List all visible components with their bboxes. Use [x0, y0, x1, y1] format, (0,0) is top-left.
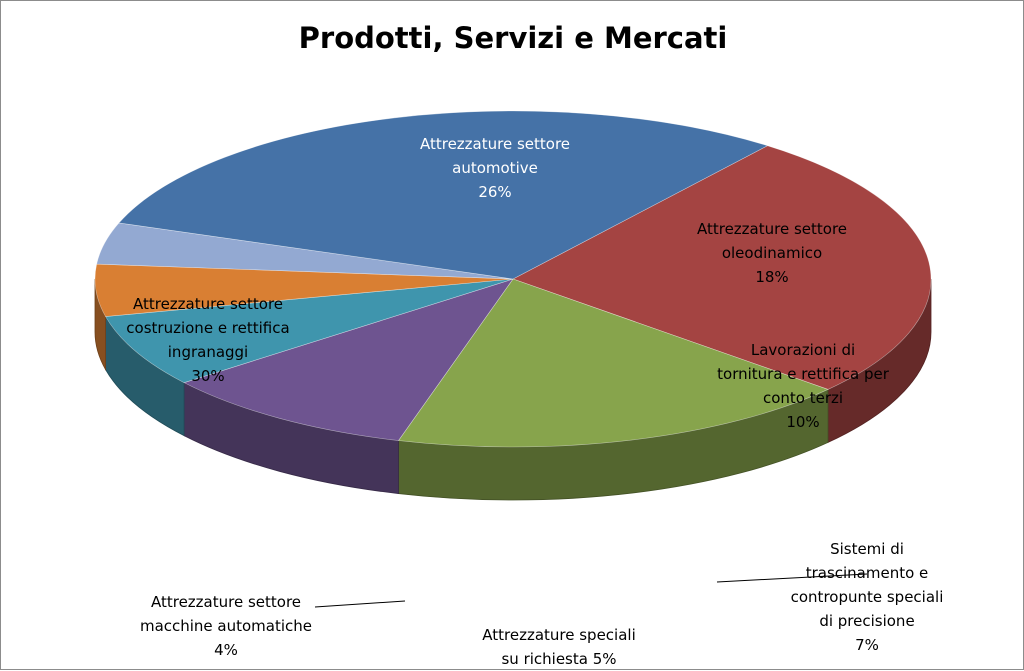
- leader-lines: [314, 573, 868, 608]
- leader-line-5: [314, 600, 406, 608]
- pie-slice-6: [118, 110, 769, 280]
- pie-slice-2: [183, 278, 514, 441]
- slice-label-5: Attrezzature settore macchine automatiche…: [140, 593, 312, 659]
- chart-title: Prodotti, Servizi e Mercati: [299, 21, 728, 55]
- slice-label-2: Lavorazioni di tornitura e rettifica per c…: [717, 341, 890, 431]
- pie-sides: [94, 278, 932, 501]
- slice-label-6: Attrezzature settore costruzione e rettif…: [126, 295, 289, 385]
- pie-tops: [94, 110, 932, 448]
- slice-label-4: Attrezzature speciali su richiesta 5%: [482, 626, 636, 668]
- pie-slice-0: [512, 145, 932, 390]
- pie-slice-1: [397, 278, 829, 448]
- slice-label-1: Attrezzature settore oleodinamico 18%: [697, 220, 847, 286]
- slice-label-3: Sistemi di trascinamento e contropunte spe…: [791, 540, 944, 654]
- slice-label-0: Attrezzature settore automotive 26%: [420, 135, 570, 201]
- pie-slice-3: [105, 278, 514, 383]
- leader-line-3: [716, 573, 868, 583]
- slice-labels: Attrezzature settore automotive 26% Attrezz…: [126, 135, 943, 668]
